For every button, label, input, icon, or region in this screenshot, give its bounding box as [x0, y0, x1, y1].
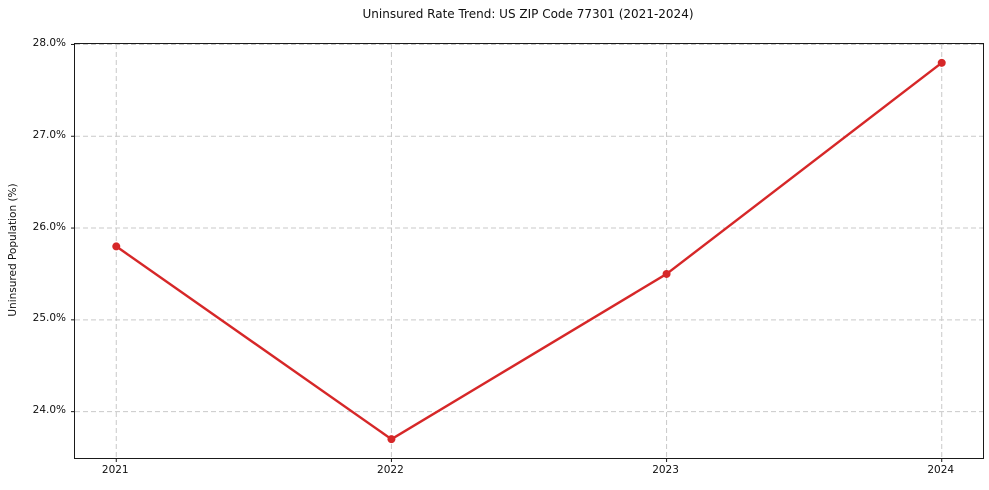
x-tick-label: 2022 [377, 464, 404, 476]
y-tick-label: 25.0% [32, 312, 66, 325]
y-tick-label: 24.0% [32, 404, 66, 417]
x-tick-label: 2024 [927, 464, 955, 476]
trend-line [115, 61, 943, 441]
plot-canvas [71, 43, 983, 462]
data-point-marker [937, 58, 946, 67]
chart-title: Uninsured Rate Trend: US ZIP Code 77301 … [362, 7, 694, 21]
y-tick-label: 28.0% [32, 36, 66, 49]
y-tick-label: 26.0% [32, 220, 66, 233]
x-tick-label: 2023 [652, 464, 679, 476]
y-tick-label: 27.0% [32, 128, 66, 141]
y-axis-label: Uninsured Population (%) [7, 183, 19, 317]
x-tick-label: 2021 [101, 464, 129, 476]
plot-area [71, 43, 984, 462]
data-point-marker [112, 242, 121, 251]
data-point-marker [387, 435, 396, 444]
data-point-marker [662, 269, 671, 278]
